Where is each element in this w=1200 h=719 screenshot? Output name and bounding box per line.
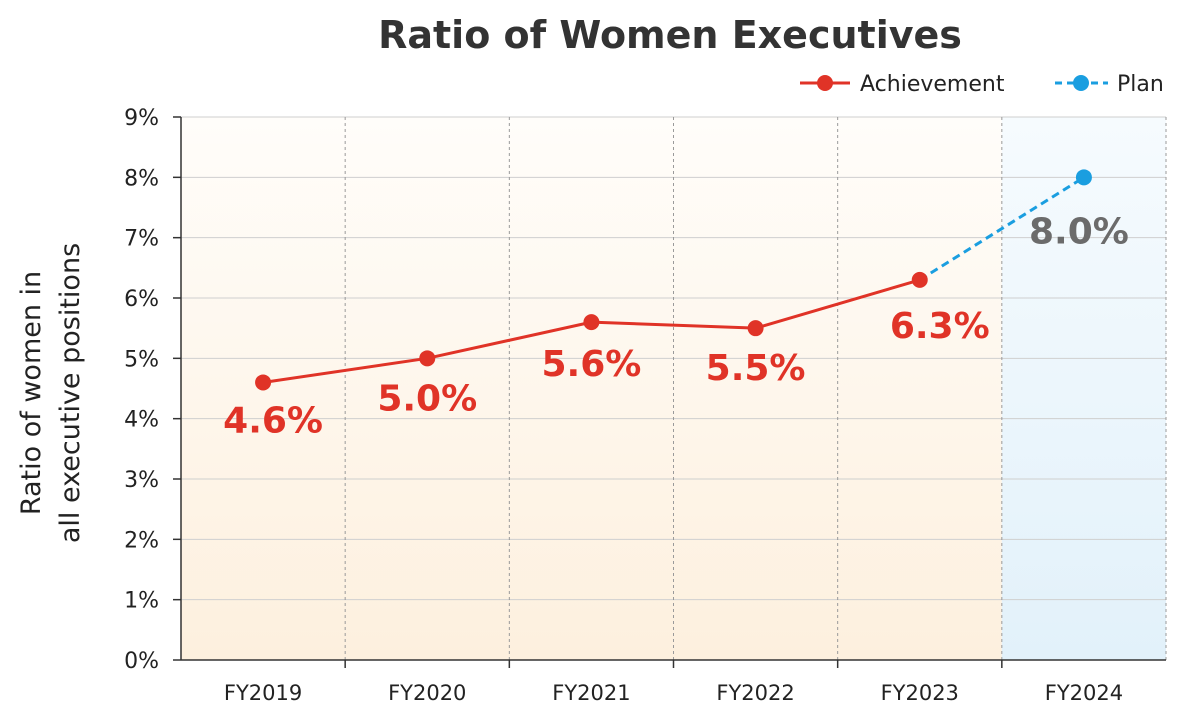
achievement-data-label: 4.6% (223, 400, 323, 441)
x-tick-label: FY2020 (388, 681, 466, 705)
legend-achievement-label: Achievement (860, 72, 1005, 97)
plot-area: 0% 1% 2% 3% 4% 5% 6% 7% 8% 9% FY2019 FY2020 FY2021 FY… (124, 106, 1167, 705)
achievement-data-label: 5.0% (377, 378, 477, 419)
y-tick-label: 9% (124, 106, 159, 131)
y-axis-label-line-1: Ratio of women in (16, 271, 47, 515)
y-axis-label-line-2: all executive positions (55, 243, 86, 543)
x-tick-label: FY2019 (224, 681, 302, 705)
y-tick-label: 5% (124, 347, 159, 372)
achievement-point (419, 350, 436, 367)
y-tick-label: 6% (124, 287, 159, 312)
y-tick-label: 0% (124, 649, 159, 674)
y-tick-label: 8% (124, 166, 159, 191)
plan-series-line (918, 176, 1085, 282)
chart-title: Ratio of Women Executives (378, 13, 962, 57)
achievement-data-label: 5.5% (706, 348, 806, 389)
plan-background (1001, 117, 1166, 660)
legend-plan-marker (1073, 75, 1089, 91)
achievement-data-label: 5.6% (541, 344, 641, 385)
achievement-point (911, 271, 928, 288)
achievement-point (255, 374, 272, 391)
y-tick-label: 4% (124, 408, 159, 433)
x-tick-label: FY2023 (881, 681, 959, 705)
x-tick-label: FY2022 (716, 681, 794, 705)
x-tick-label: FY2024 (1045, 681, 1123, 705)
y-tick-label: 7% (124, 227, 159, 252)
plan-data-label: 8.0% (1029, 211, 1129, 252)
x-tick-label: FY2021 (552, 681, 630, 705)
y-tick-label: 3% (124, 468, 159, 493)
y-tick-label: 1% (124, 589, 159, 614)
plan-point (1075, 169, 1092, 186)
legend-achievement-marker (817, 75, 833, 91)
y-tick-label: 2% (124, 528, 159, 553)
achievement-background (181, 117, 1002, 660)
achievement-point (583, 314, 600, 331)
achievement-data-label: 6.3% (890, 306, 990, 347)
achievement-point (747, 320, 764, 337)
legend-plan-label: Plan (1117, 72, 1164, 97)
legend: Achievement Plan (800, 72, 1164, 97)
